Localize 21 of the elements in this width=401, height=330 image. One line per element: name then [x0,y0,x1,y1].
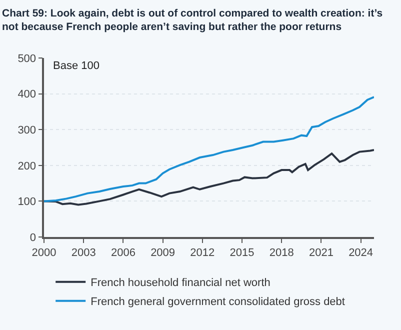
y-tick-label: 100 [18,196,36,208]
x-tick-label: 2012 [190,246,215,259]
x-tick-label: 2009 [150,246,176,259]
x-tick-label: 2021 [308,246,334,259]
y-tick-label: 0 [30,232,36,244]
y-tick-label: 300 [18,124,36,136]
chart-title: Chart 59: Look again, debt is out of control compared to wealth creation: it’s not because French people aren’t saving but rather the poor returns [2,8,383,34]
y-tick-label: 500 [18,52,36,65]
x-tick-label: 2018 [269,246,294,259]
x-tick-label: 2015 [230,246,254,259]
legend-label: French general government consolidated gross debt [90,296,345,308]
line-series [44,96,374,202]
x-tick-label: 2000 [32,246,56,259]
line-series [44,149,374,206]
x-tick-label: 2024 [348,246,374,259]
y-tick-label: 400 [18,88,36,101]
x-tick-label: 2003 [71,246,96,259]
y-tick-label: 200 [18,160,36,172]
x-tick-label: 2006 [110,246,136,259]
legend-label: French household financial net worth [90,277,270,290]
annotation: Base 100 [53,60,100,72]
